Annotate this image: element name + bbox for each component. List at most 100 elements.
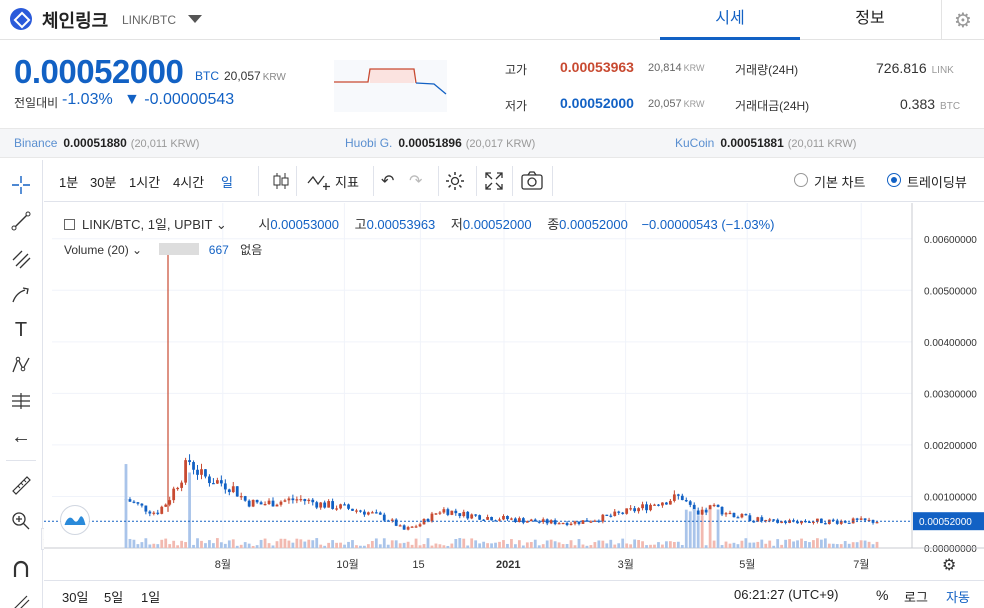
candle-body xyxy=(676,494,680,496)
candle-body xyxy=(128,499,132,502)
volume-bar xyxy=(629,544,633,548)
basic-chart-radio[interactable] xyxy=(794,173,808,187)
candle-body xyxy=(704,509,708,513)
interval-1m[interactable]: 1분 xyxy=(59,175,79,190)
volume-bar xyxy=(613,544,617,548)
tradingview-radio[interactable] xyxy=(887,173,901,187)
candle-body xyxy=(506,516,509,520)
candle-body xyxy=(712,504,716,507)
legend-symbol-chevron-icon[interactable]: ⌄ xyxy=(212,217,227,232)
text-tool-icon[interactable]: T xyxy=(14,318,28,341)
exchange-price: 0.00051881 xyxy=(720,136,784,150)
current-price: 0.00052000 xyxy=(14,53,184,90)
crosshair-icon[interactable] xyxy=(6,170,36,200)
amount-label: 거래대금(24H) xyxy=(735,99,810,113)
candle-body xyxy=(442,509,446,513)
arrow-left-icon[interactable]: ← xyxy=(11,425,31,448)
chart-bottom-bar: 30일 5일 1일 06:21:27 (UTC+9) % 로그 자동 xyxy=(44,580,984,608)
undo-icon[interactable]: ↶ xyxy=(381,173,395,190)
candle-body xyxy=(720,506,724,515)
pitchfork-icon[interactable] xyxy=(6,244,36,274)
basic-chart-label[interactable]: 기본 차트 xyxy=(814,175,866,190)
volume-bar xyxy=(577,539,581,548)
volume-bar xyxy=(430,545,434,548)
chart-settings-icon[interactable] xyxy=(444,170,466,197)
auto-toggle[interactable]: 자동 xyxy=(946,590,970,605)
candle-body xyxy=(148,511,152,514)
tradingview-logo-icon[interactable] xyxy=(60,505,90,535)
legend-collapse-icon[interactable] xyxy=(64,219,75,230)
candle-body xyxy=(537,521,541,523)
coin-pair[interactable]: LINK/BTC xyxy=(122,13,177,27)
legend-symbol[interactable]: LINK/BTC, 1일, UPBIT xyxy=(82,217,213,232)
coin-name[interactable]: 체인링크 xyxy=(42,11,109,31)
price-chart[interactable]: 0.00600000 0.00500000 0.00400000 0.00300000… xyxy=(44,203,984,580)
range-30d[interactable]: 30일 xyxy=(62,590,89,605)
volume-bar xyxy=(347,541,350,548)
volume-label[interactable]: Volume (20) xyxy=(64,243,129,257)
ruler-icon[interactable] xyxy=(6,470,36,500)
volume-bar xyxy=(720,545,724,548)
volume-bar xyxy=(708,509,712,548)
eraser-icon[interactable] xyxy=(6,588,36,608)
candle-body xyxy=(426,519,430,522)
exchange-name[interactable]: KuCoin xyxy=(675,136,715,150)
tab-quote[interactable]: 시세 xyxy=(660,0,800,40)
fullscreen-icon[interactable] xyxy=(483,170,505,197)
volume-bar xyxy=(776,539,780,548)
tradingview-label[interactable]: 트레이딩뷰 xyxy=(907,175,967,190)
volume-bar xyxy=(792,541,795,548)
volume-bar xyxy=(267,543,271,548)
candle-body xyxy=(327,501,331,508)
range-1d[interactable]: 1일 xyxy=(141,590,161,605)
clock-time[interactable]: 06:21:27 (UTC+9) xyxy=(734,587,839,602)
magnet-icon[interactable] xyxy=(6,555,36,585)
volume-bar xyxy=(621,538,625,548)
volume-settings-icons[interactable] xyxy=(159,243,200,255)
trendline-icon[interactable] xyxy=(6,206,36,236)
volume-bar xyxy=(263,538,267,548)
candle-body xyxy=(410,526,414,528)
exchange-name[interactable]: Binance xyxy=(14,136,58,150)
candle-body xyxy=(446,509,450,515)
indicator-label[interactable]: 지표 xyxy=(335,175,359,190)
interval-1d[interactable]: 일 xyxy=(221,175,233,190)
volume-chevron-icon[interactable]: ⌄ xyxy=(128,243,143,257)
tab-info[interactable]: 정보 xyxy=(855,10,885,27)
candle-body xyxy=(267,500,271,504)
candle-body xyxy=(494,520,497,522)
volume-bar xyxy=(514,544,517,548)
x-tick-label: 15 xyxy=(412,559,424,571)
axis-settings-icon[interactable]: ⚙ xyxy=(942,555,956,574)
interval-30m[interactable]: 30분 xyxy=(90,175,117,190)
pattern-icon[interactable] xyxy=(6,350,36,380)
redo-icon[interactable]: ↷ xyxy=(409,173,423,190)
candle-body xyxy=(343,504,346,506)
exchange-name[interactable]: Huobi G. xyxy=(345,136,393,150)
candle-body xyxy=(168,500,172,505)
volume-value: 667 xyxy=(208,243,229,257)
candle-body xyxy=(144,505,148,512)
fib-icon[interactable] xyxy=(6,386,36,416)
volume-bar xyxy=(724,541,728,548)
gear-icon[interactable]: ⚙ xyxy=(941,0,984,40)
candle-body xyxy=(517,518,521,523)
chevron-down-icon[interactable] xyxy=(188,15,202,23)
indicator-icon[interactable] xyxy=(306,171,332,196)
candle-body xyxy=(875,522,879,524)
log-toggle[interactable]: 로그 xyxy=(904,590,928,605)
candle-body xyxy=(553,520,557,525)
range-5d[interactable]: 5일 xyxy=(104,590,124,605)
volume-bar xyxy=(847,543,851,548)
toolbar-divider xyxy=(6,460,36,461)
percent-toggle[interactable]: % xyxy=(876,587,889,603)
interval-1h[interactable]: 1시간 xyxy=(129,175,161,190)
brush-icon[interactable] xyxy=(6,280,36,310)
candle-body xyxy=(609,515,613,517)
candle-body xyxy=(855,518,859,520)
candle-body xyxy=(243,496,247,501)
camera-icon[interactable] xyxy=(520,170,544,197)
interval-4h[interactable]: 4시간 xyxy=(173,175,205,190)
candle-style-icon[interactable] xyxy=(272,171,290,196)
zoom-in-icon[interactable] xyxy=(6,506,36,536)
